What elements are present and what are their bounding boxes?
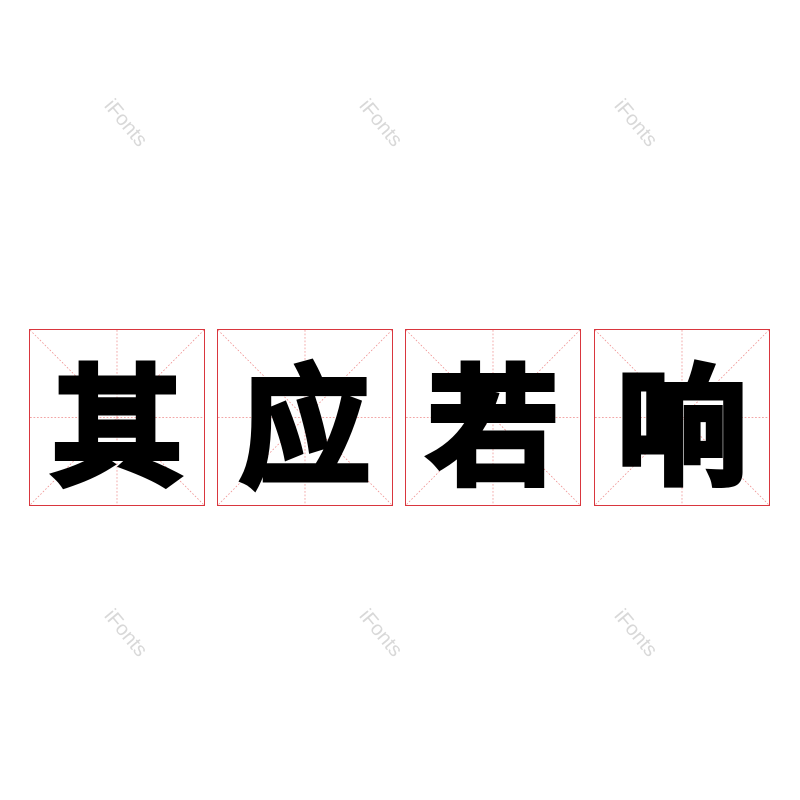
grid-guides	[406, 330, 580, 505]
grid-guides	[218, 330, 392, 505]
grid-box-1: 其	[29, 329, 205, 507]
grid-guides	[30, 330, 204, 505]
grid-box-4: 响	[594, 329, 770, 507]
watermark: iFonts	[99, 605, 152, 662]
grid-box-3: 若	[405, 329, 581, 507]
watermark: iFonts	[354, 95, 407, 152]
watermark: iFonts	[609, 95, 662, 152]
grid-guides	[595, 330, 769, 505]
character-3: 若	[426, 352, 560, 507]
watermark: iFonts	[99, 95, 152, 152]
watermark: iFonts	[354, 605, 407, 662]
character-4: 响	[615, 352, 749, 507]
character-1: 其	[50, 352, 184, 507]
grid-box-2: 应	[217, 329, 393, 507]
watermark: iFonts	[609, 605, 662, 662]
character-2: 应	[238, 352, 372, 507]
